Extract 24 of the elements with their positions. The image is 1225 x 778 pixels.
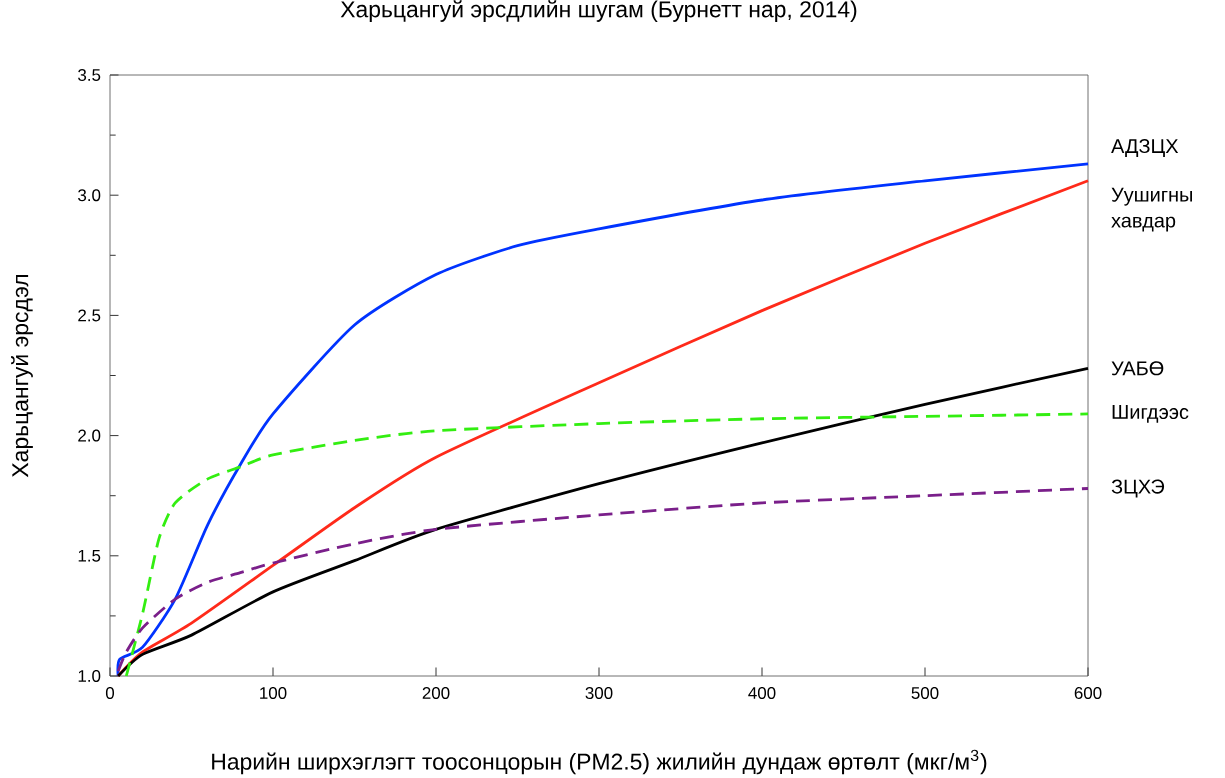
- x-tick-label: 500: [911, 687, 939, 700]
- series-label: ЗЦХЭ: [1111, 479, 1165, 498]
- y-tick-label: 2.0: [78, 429, 101, 442]
- x-tick-label: 100: [260, 687, 287, 700]
- x-tick-label: 200: [422, 687, 450, 700]
- x-tick-label: 600: [1074, 687, 1102, 700]
- series-label: УАБӨ: [1111, 361, 1164, 376]
- chart-title: Харьцангуй эрсдлийн шугам (Бурнетт нар, 2014): [340, 0, 857, 22]
- series-label: АДЗЦХ: [1111, 139, 1179, 157]
- x-tick-label: 0: [105, 687, 115, 700]
- y-tick-label: 2.5: [78, 309, 101, 322]
- y-tick-label: 1.5: [78, 549, 101, 562]
- x-tick-label: 400: [748, 687, 776, 700]
- y-tick-label: 3.0: [78, 189, 101, 202]
- line-series: [124, 412, 1090, 678]
- x-axis-title: Нарийн ширхэглэгт тоосонцорын (PM2.5) жилийн дундаж өртөлт (мкг/м$^{3}$): [212, 749, 987, 775]
- y-tick-label: 3.5: [78, 69, 101, 81]
- series-label: Уушигны хавдар: [1111, 187, 1192, 232]
- line-series: [116, 366, 1090, 678]
- y-tick-label: 1.0: [78, 670, 101, 682]
- y-axis-title: Харьцангуй эрсдэл: [11, 274, 33, 478]
- line-series: [116, 487, 1090, 673]
- x-tick-label: 300: [585, 687, 613, 700]
- series-label: Шигдээс: [1112, 405, 1189, 423]
